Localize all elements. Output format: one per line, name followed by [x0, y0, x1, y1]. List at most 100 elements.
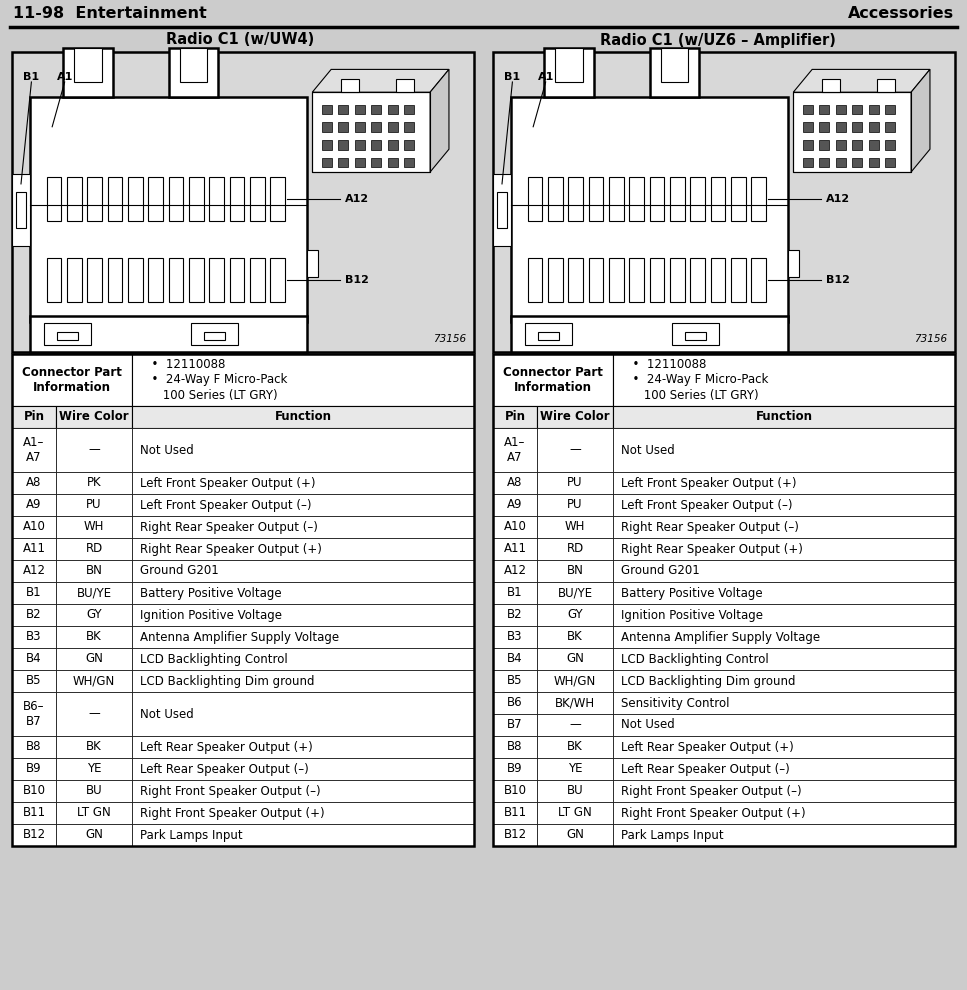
Text: Not Used: Not Used	[140, 708, 193, 721]
Text: •  12110088
  •  24-Way F Micro-Pack
     100 Series (LT GRY): • 12110088 • 24-Way F Micro-Pack 100 Ser…	[144, 358, 287, 402]
Bar	[493, 780, 537, 802]
Bar	[548, 177, 563, 222]
Bar	[650, 257, 664, 302]
Text: GN: GN	[85, 652, 103, 665]
Bar	[322, 105, 332, 115]
Text: B11: B11	[22, 807, 45, 820]
Text: Sensitivity Control: Sensitivity Control	[621, 697, 730, 710]
Bar	[690, 177, 705, 222]
Bar	[613, 802, 955, 824]
Bar	[711, 257, 725, 302]
Text: 73156: 73156	[433, 334, 466, 344]
Text: Accessories: Accessories	[848, 7, 954, 22]
Text: PK: PK	[87, 476, 102, 489]
Text: Pin: Pin	[23, 411, 44, 424]
Bar	[12, 472, 56, 494]
Bar	[56, 516, 132, 538]
Bar	[493, 516, 537, 538]
Bar	[180, 48, 207, 82]
Bar	[885, 157, 895, 167]
Bar	[404, 157, 414, 167]
Bar	[589, 177, 603, 222]
Bar	[168, 48, 219, 97]
Text: Connector Part
Information: Connector Part Information	[22, 366, 122, 394]
Bar	[751, 177, 766, 222]
Bar	[56, 626, 132, 648]
Text: Left Front Speaker Output (+): Left Front Speaker Output (+)	[140, 476, 315, 489]
Bar	[544, 48, 594, 97]
Text: Right Rear Speaker Output (+): Right Rear Speaker Output (+)	[140, 543, 322, 555]
Text: GY: GY	[568, 609, 583, 622]
Bar	[630, 177, 644, 222]
Bar	[338, 123, 348, 132]
Text: B6: B6	[507, 697, 523, 710]
Bar	[132, 354, 474, 406]
Bar	[30, 97, 308, 322]
Text: B2: B2	[26, 609, 42, 622]
Text: WH/GN: WH/GN	[554, 674, 596, 687]
Bar	[338, 157, 348, 167]
Bar	[672, 323, 718, 345]
Text: 11-98  Entertainment: 11-98 Entertainment	[13, 7, 207, 22]
Bar	[388, 157, 397, 167]
Bar	[132, 692, 474, 736]
Bar	[388, 123, 397, 132]
Bar	[852, 105, 863, 115]
Bar	[132, 758, 474, 780]
Bar	[404, 140, 414, 149]
Text: Left Front Speaker Output (+): Left Front Speaker Output (+)	[621, 476, 797, 489]
Bar	[751, 257, 766, 302]
Text: B12: B12	[344, 274, 368, 285]
Bar	[868, 157, 879, 167]
Bar	[249, 177, 265, 222]
Text: Wire Color: Wire Color	[541, 411, 610, 424]
Bar	[12, 626, 56, 648]
Bar	[852, 140, 863, 149]
Bar	[819, 140, 829, 149]
Text: Right Rear Speaker Output (–): Right Rear Speaker Output (–)	[621, 521, 799, 534]
Bar	[132, 670, 474, 692]
Bar	[312, 92, 430, 172]
Bar	[537, 538, 613, 560]
Bar	[511, 316, 788, 352]
Text: Right Front Speaker Output (–): Right Front Speaker Output (–)	[621, 784, 802, 798]
Bar	[613, 354, 955, 406]
Bar	[613, 626, 955, 648]
Bar	[493, 626, 537, 648]
Text: A11: A11	[22, 543, 45, 555]
Bar	[56, 736, 132, 758]
Text: Not Used: Not Used	[621, 444, 675, 456]
Text: Pin: Pin	[505, 411, 525, 424]
Text: LT GN: LT GN	[558, 807, 592, 820]
Bar	[12, 736, 56, 758]
Bar	[613, 736, 955, 758]
Text: Right Rear Speaker Output (–): Right Rear Speaker Output (–)	[140, 521, 318, 534]
Bar	[355, 157, 365, 167]
Text: PU: PU	[568, 476, 583, 489]
Bar	[569, 257, 583, 302]
Bar	[711, 177, 725, 222]
Text: A12: A12	[22, 564, 45, 577]
Bar	[388, 140, 397, 149]
Bar	[12, 516, 56, 538]
Text: Function: Function	[275, 411, 332, 424]
Text: Not Used: Not Used	[140, 444, 193, 456]
Bar	[537, 824, 613, 846]
Bar	[537, 714, 613, 736]
Text: B9: B9	[507, 762, 523, 775]
Bar	[852, 123, 863, 132]
Bar	[168, 177, 183, 222]
Bar	[822, 78, 840, 92]
Bar	[493, 428, 537, 472]
Bar	[493, 173, 511, 246]
Bar	[493, 354, 955, 846]
Bar	[56, 560, 132, 582]
Bar	[132, 582, 474, 604]
Bar	[46, 177, 61, 222]
Bar	[537, 758, 613, 780]
Bar	[537, 670, 613, 692]
Bar	[613, 406, 955, 428]
Bar	[388, 105, 397, 115]
Bar	[12, 173, 30, 246]
Bar	[308, 250, 318, 277]
